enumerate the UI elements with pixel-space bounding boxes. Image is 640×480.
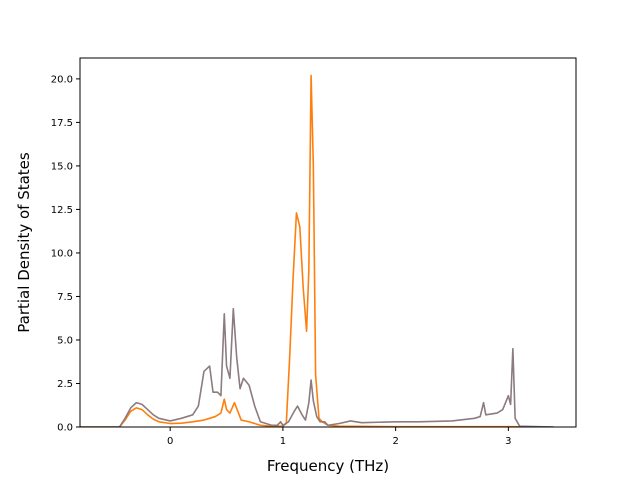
y-tick-label: 10.0: [51, 248, 73, 259]
y-tick-label: 5.0: [57, 335, 73, 346]
y-axis-label: Partial Density of States: [15, 152, 33, 333]
series-line-1: [80, 74, 554, 427]
y-axis: 0.0 2.5 5.0 7.5 10.0 12.5 15.0 17.5 20.0: [51, 74, 80, 434]
y-tick-label: 20.0: [51, 74, 73, 85]
series-line-2: [80, 307, 554, 427]
axes-frame: [79, 57, 577, 428]
y-tick-label: 7.5: [57, 292, 73, 303]
y-tick-label: 12.5: [51, 205, 73, 216]
x-tick-label: 0: [167, 436, 173, 447]
y-tick-label: 17.5: [51, 118, 73, 129]
x-axis-label: Frequency (THz): [267, 457, 389, 475]
x-tick-label: 1: [280, 436, 286, 447]
x-axis: 0 1 2 3: [167, 427, 512, 447]
y-tick-label: 0.0: [57, 423, 73, 434]
x-tick-label: 3: [505, 436, 511, 447]
series-layer: [80, 74, 554, 427]
x-tick-label: 2: [392, 436, 398, 447]
y-tick-label: 2.5: [57, 379, 73, 390]
y-tick-label: 15.0: [51, 161, 73, 172]
